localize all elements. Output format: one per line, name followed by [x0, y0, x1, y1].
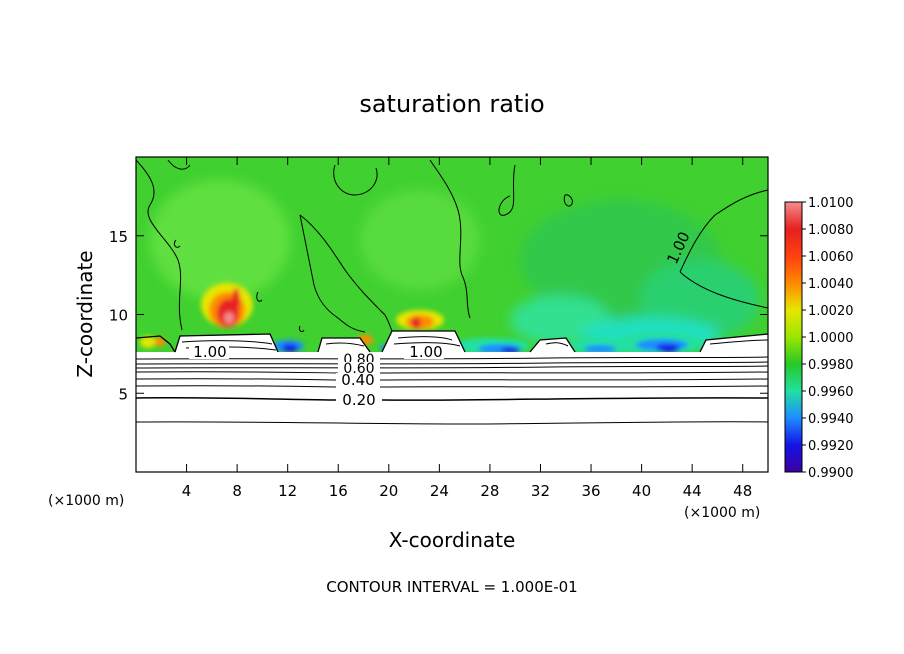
- colorbar-segment: [785, 202, 802, 229]
- x-tick-label: 44: [683, 482, 702, 500]
- warm-plumes: [140, 283, 444, 348]
- colorbar-segment: [785, 283, 802, 310]
- contour-interval-note: CONTOUR INTERVAL = 1.000E-01: [326, 578, 577, 596]
- cool-patches: [272, 332, 702, 354]
- x-tick-label: 32: [531, 482, 550, 500]
- colorbar-segment: [785, 445, 802, 472]
- contour-label: 0.40: [341, 371, 374, 389]
- x-tick-label: 16: [329, 482, 348, 500]
- y-axis: 5 10 15: [109, 228, 768, 403]
- colorbar-label: 1.0060: [808, 250, 854, 265]
- chart-title: saturation ratio: [359, 90, 544, 118]
- colorbar-segment: [785, 256, 802, 283]
- x-tick-label: 4: [182, 482, 192, 500]
- x-tick-label: 24: [430, 482, 449, 500]
- colorbar-label: 0.9960: [808, 385, 854, 400]
- colorbar-label: 0.9900: [808, 466, 854, 481]
- colorbar-label: 0.9940: [808, 412, 854, 427]
- contour-lines: [136, 159, 768, 425]
- y-axis-label: Z-coordinate: [73, 250, 97, 377]
- contour-label: 0.20: [342, 391, 375, 409]
- x-axis: 4 8 12 16 20 24 28 32 36 40 44 48: [182, 157, 752, 500]
- y-tick-label: 10: [109, 307, 128, 325]
- colorbar-label: 0.9920: [808, 439, 854, 454]
- y-axis-unit: (×1000 m): [48, 493, 124, 509]
- contour-label: 1.00: [409, 343, 442, 361]
- x-tick-label: 20: [379, 482, 398, 500]
- colorbar-label: 1.0040: [808, 277, 854, 292]
- dry-layer: [136, 331, 768, 472]
- colorbar-segment: [785, 310, 802, 337]
- x-tick-label: 12: [278, 482, 297, 500]
- y-tick-label: 15: [109, 228, 128, 246]
- colorbar-segment: [785, 391, 802, 418]
- x-tick-label: 8: [232, 482, 242, 500]
- colorbar-label: 1.0100: [808, 196, 854, 211]
- x-tick-label: 40: [632, 482, 651, 500]
- colorbar-label: 1.0020: [808, 304, 854, 319]
- colorbar-segment: [785, 364, 802, 391]
- x-tick-label: 48: [733, 482, 752, 500]
- y-tick-label: 5: [118, 385, 128, 403]
- colorbar-segment: [785, 229, 802, 256]
- x-tick-label: 28: [480, 482, 499, 500]
- colorbar-label: 1.0080: [808, 223, 854, 238]
- plot-area: [136, 157, 768, 472]
- x-tick-label: 36: [581, 482, 600, 500]
- x-axis-unit: (×1000 m): [684, 505, 760, 521]
- contour-label: 1.00: [193, 343, 226, 361]
- x-axis-label: X-coordinate: [389, 528, 516, 552]
- colorbar-segment: [785, 418, 802, 445]
- contour-labels: 1.00 1.00 0.80 0.60 0.40 0.20 1.00: [189, 229, 694, 409]
- colorbar: 1.0100 1.0080 1.0060 1.0040 1.0020 1.0000 0.99…: [784, 196, 854, 481]
- colorbar-label: 0.9980: [808, 358, 854, 373]
- colorbar-segment: [785, 337, 802, 364]
- colorbar-label: 1.0000: [808, 331, 854, 346]
